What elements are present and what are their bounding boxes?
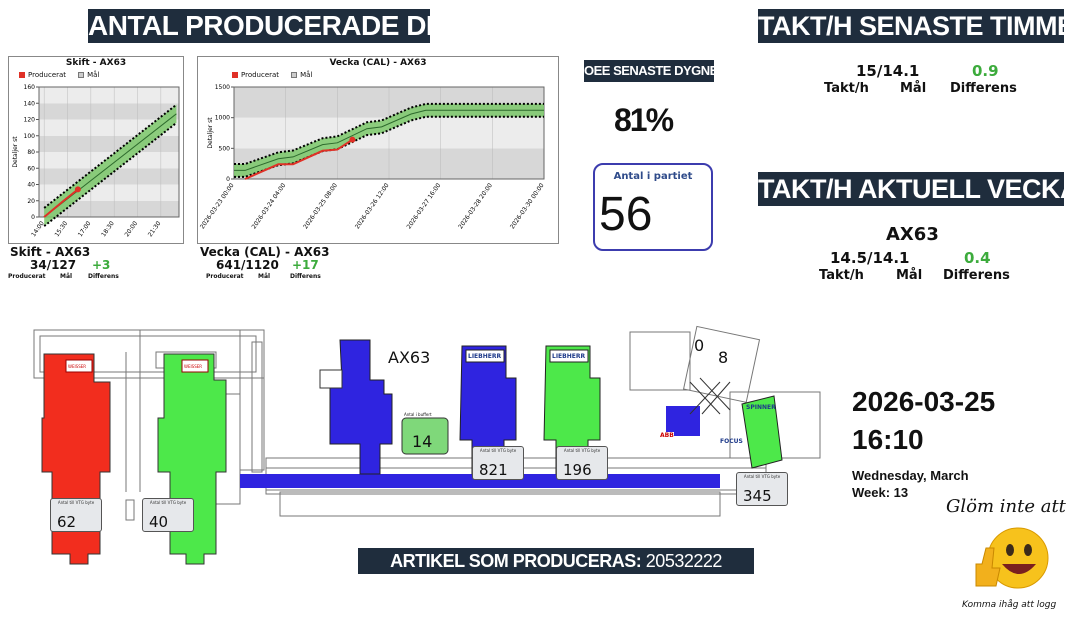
gauge-right: 8	[718, 348, 728, 367]
batch-label: Antal i partiet	[595, 171, 711, 182]
x-tick-label: 18:30	[100, 220, 116, 238]
brand-liebherr-1: LIEBHERR	[468, 353, 501, 360]
week-summary-l2: Mål	[258, 273, 270, 280]
x-tick-label: 2026-03-24 04:00	[251, 182, 288, 230]
takt-week-label-goal: Mål	[896, 268, 922, 283]
machine-weisser-green[interactable]	[158, 354, 226, 564]
plant-machine-label: AX63	[388, 348, 430, 367]
gauge-left: 0	[694, 336, 704, 355]
brand-weisser-2: WEISSER	[184, 364, 202, 369]
takt-week-label-diff: Differens	[943, 268, 1010, 283]
shift-summary-value: 34/127	[30, 258, 76, 272]
batch-value: 56	[599, 187, 652, 242]
batch-box: Antal i partiet 56	[593, 163, 713, 251]
x-tick-label: 14:00	[30, 220, 46, 238]
shift-summary: Skift - AX63 34/127 +3 Producerat Mål Di…	[8, 245, 188, 285]
week-summary: Vecka (CAL) - AX63 641/1120 +17 Producer…	[198, 245, 378, 285]
y-tick-label: 20	[27, 198, 35, 205]
takt-hour-label-diff: Differens	[950, 81, 1017, 96]
x-tick-label: 2026-03-30 00:00	[509, 182, 546, 230]
x-tick-label: 17:00	[77, 220, 93, 238]
y-tick-label: 120	[24, 117, 36, 124]
buffer-value: 14	[412, 432, 432, 451]
takt-hour-label-goal: Mål	[900, 81, 926, 96]
date: 2026-03-25	[852, 386, 995, 418]
x-tick-label: 2026-03-25 08:00	[302, 182, 339, 230]
counter-weisser-green[interactable]: Antal till VTG byte 40	[142, 498, 194, 532]
y-tick-label: 140	[24, 100, 36, 107]
week-chart-plot: 0 500 1000 1500 2026-03-23 00:00 2026-03-24 0…	[198, 57, 558, 243]
brand-liebherr-2: LIEBHERR	[552, 353, 585, 360]
y-tick-label: 160	[24, 84, 36, 91]
takt-week-title: TAKT/H AKTUELL VECKA	[758, 172, 1064, 206]
buffer-label: Antal i buffert	[404, 412, 432, 417]
produced-point	[75, 186, 81, 192]
x-tick-label: 21:30	[147, 220, 163, 238]
takt-week-machine: AX63	[886, 224, 939, 245]
takt-hour-panel: 15/14.1 0.9 Takt/h Mål Differens	[800, 62, 1060, 102]
brand-focus: FOCUS	[720, 438, 743, 445]
x-tick-label: 2026-03-27 16:00	[406, 182, 443, 230]
shift-summary-title: Skift - AX63	[10, 245, 90, 259]
x-tick-label: 2026-03-28 20:00	[457, 182, 494, 230]
reminder-text: Glöm inte att	[946, 496, 1066, 517]
takt-week-panel: AX63 14.5/14.1 0.4 Takt/h Mål Differens	[800, 224, 1060, 286]
oee-title: OEE SENASTE DYGNET	[584, 60, 714, 82]
y-tick-label: 100	[24, 133, 36, 140]
shift-summary-l2: Mål	[60, 273, 72, 280]
reminder-caption: Komma ihåg att logg	[962, 600, 1056, 610]
takt-hour-diff: 0.9	[972, 62, 999, 80]
counter-liebherr-blue[interactable]: Antal till VTG byte 821	[472, 446, 524, 480]
shift-summary-diff: +3	[92, 258, 110, 272]
counter-liebherr-green[interactable]: Antal till VTG byte 196	[556, 446, 608, 480]
y-tick-label: 1000	[215, 115, 230, 122]
y-tick-label: 40	[27, 182, 35, 189]
y-tick-label: 1500	[215, 84, 230, 91]
time: 16:10	[852, 424, 924, 456]
x-tick-label: 20:00	[124, 220, 140, 238]
takt-week-diff: 0.4	[964, 249, 991, 267]
y-tick-label: 0	[31, 214, 35, 221]
x-tick-label: 2026-03-23 00:00	[199, 182, 236, 230]
week-summary-diff: +17	[292, 258, 319, 272]
week-chart: Vecka (CAL) - AX63 Producerat Mål 0 500 10…	[197, 56, 559, 244]
y-tick-label: 60	[27, 165, 35, 172]
article-label: ARTIKEL SOM PRODUCERAS:	[390, 551, 641, 571]
y-axis-label: Detaljer st	[207, 117, 214, 149]
week-summary-l3: Differens	[290, 273, 321, 280]
oee-value: 81%	[614, 102, 672, 139]
week-summary-value: 641/1120	[216, 258, 279, 272]
takt-hour-label-takt: Takt/h	[824, 81, 869, 96]
weekday: Wednesday, March	[852, 468, 969, 483]
thumbs-up-emoji-icon	[970, 520, 1054, 596]
y-tick-label: 80	[27, 149, 35, 156]
machine-weisser-red[interactable]	[42, 354, 110, 564]
shift-summary-l3: Differens	[88, 273, 119, 280]
article-banner: ARTIKEL SOM PRODUCERAS: 20532222	[358, 548, 754, 574]
x-tick-label: 15:30	[54, 220, 70, 238]
produced-title: ANTAL PRODUCERADE DETALJER	[88, 9, 430, 43]
week-number: Week: 13	[852, 485, 908, 500]
takt-hour-title: TAKT/H SENASTE TIMMEN	[758, 9, 1064, 43]
produced-point	[349, 137, 355, 143]
article-value: 20532222	[646, 551, 722, 571]
takt-week-value: 14.5/14.1	[830, 249, 910, 267]
y-axis-label: Detaljer st	[12, 136, 19, 168]
counter-weisser-red[interactable]: Antal till VTG byte 62	[50, 498, 102, 532]
brand-spinner: SPINNER	[746, 404, 776, 411]
machine-ax63[interactable]	[320, 340, 392, 474]
brand-abb: ABB	[660, 432, 674, 439]
brand-weisser-1: WEISSER	[68, 364, 86, 369]
y-tick-label: 500	[219, 145, 231, 152]
shift-chart: Skift - AX63 Producerat Mål 0 20 40 60 80 100…	[8, 56, 184, 244]
week-summary-title: Vecka (CAL) - AX63	[200, 245, 329, 259]
counter-spinner[interactable]: Antal till VTG byte 345	[736, 472, 788, 506]
shift-chart-plot: 0 20 40 60 80 100 120 140 160 14:00 15:30 17:00 18:3…	[9, 57, 183, 243]
week-summary-l1: Producerat	[206, 273, 244, 280]
plant-layout: AX63 WEISSER WEISSER LIEBHERR LIEBHERR S…	[30, 322, 830, 572]
x-tick-label: 2026-03-26 12:00	[354, 182, 391, 230]
takt-week-label-takt: Takt/h	[819, 268, 864, 283]
shift-summary-l1: Producerat	[8, 273, 46, 280]
takt-hour-value: 15/14.1	[856, 62, 919, 80]
